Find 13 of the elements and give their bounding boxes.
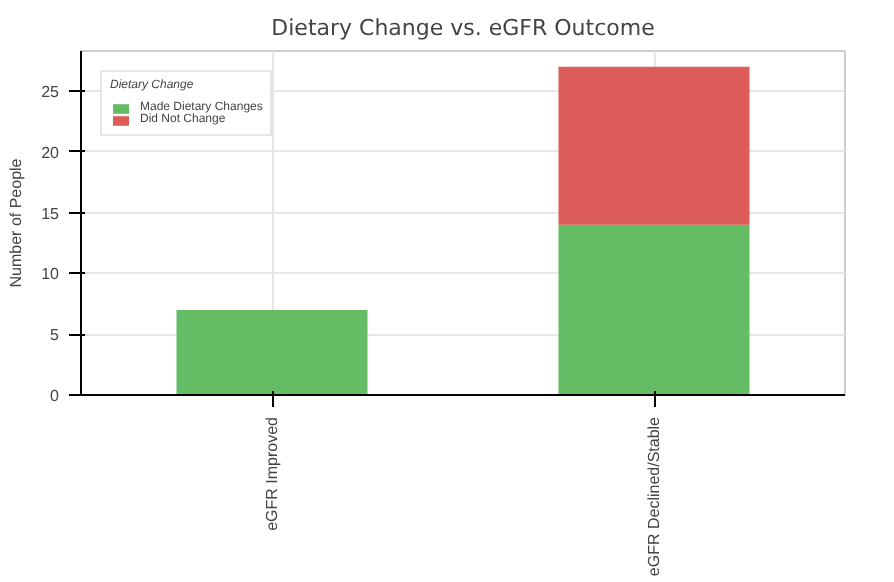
bar (558, 224, 750, 395)
y-tick-label: 20 (41, 143, 61, 162)
x-tick-label: eGFR Declined/Stable (645, 415, 663, 577)
bar (558, 66, 750, 225)
y-tick-label: 0 (50, 387, 61, 405)
y-tick-label: 10 (41, 265, 61, 284)
chart-title: Dietary Change vs. eGFR Outcome (271, 15, 656, 41)
y-tick-label: 25 (41, 83, 61, 102)
y-tick-label: 15 (41, 204, 61, 223)
bar (176, 309, 368, 395)
y-axis-title: Number of People (7, 157, 26, 288)
y-tick-label: 5 (50, 326, 61, 345)
x-tick-label: eGFR Improved (263, 417, 281, 531)
